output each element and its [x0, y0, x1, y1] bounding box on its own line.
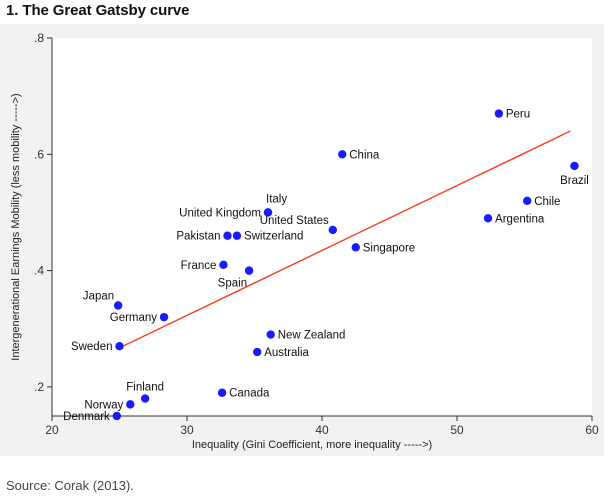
point-new-zealand	[266, 330, 275, 339]
point-finland	[140, 394, 150, 403]
x-axis-title: Inequality (Gini Coefficient, more inequ…	[192, 439, 432, 451]
point-canada	[217, 388, 227, 397]
source-note: Source: Corak (2013).	[6, 478, 134, 493]
point-label-germany: Germany	[110, 312, 158, 324]
point-label-brazil: Brazil	[560, 175, 589, 187]
figure-title: 1. The Great Gatsby curve	[6, 2, 190, 19]
point-label-united-states: United States	[260, 215, 329, 227]
point-label-denmark: Denmark	[63, 411, 110, 423]
x-tick-label: 60	[585, 423, 599, 437]
point-italy	[263, 208, 273, 217]
point-label-new-zealand: New Zealand	[278, 330, 346, 342]
x-tick-label: 40	[315, 423, 329, 437]
plot-area	[52, 38, 592, 416]
point-label-italy: Italy	[266, 193, 287, 205]
x-tick-label: 50	[450, 423, 464, 437]
y-axis-title: Intergenerational Earnings Mobility (les…	[10, 93, 22, 360]
point-label-france: France	[181, 260, 217, 272]
point-label-norway: Norway	[84, 399, 123, 411]
point-united-states	[328, 225, 337, 235]
point-chile	[523, 196, 532, 206]
point-label-chile: Chile	[534, 196, 560, 208]
point-peru	[494, 109, 504, 118]
point-china	[338, 150, 347, 159]
point-brazil	[570, 161, 579, 171]
point-label-united-kingdom: United Kingdom	[179, 207, 261, 219]
y-tick-label: .2	[34, 380, 44, 394]
point-label-peru: Peru	[506, 109, 530, 121]
point-france	[219, 260, 228, 269]
point-denmark	[112, 411, 122, 421]
point-label-sweden: Sweden	[71, 341, 113, 353]
point-pakistan	[223, 231, 232, 240]
y-tick-label: .4	[34, 264, 44, 278]
x-tick-label: 30	[180, 423, 194, 437]
point-label-argentina: Argentina	[495, 213, 545, 225]
x-tick-label: 20	[45, 423, 59, 437]
y-tick-label: .6	[34, 147, 44, 161]
fit-line	[116, 130, 571, 350]
point-switzerland	[232, 231, 242, 240]
point-label-pakistan: Pakistan	[176, 231, 220, 243]
scatter-chart: 20 30 40 50 60 .2 .4 .6 .8 Inequality (Gini Coeff…	[10, 31, 599, 451]
point-label-canada: Canada	[229, 388, 270, 400]
point-sweden	[115, 342, 124, 351]
point-label-finland: Finland	[126, 382, 164, 394]
point-label-china: China	[349, 149, 380, 161]
y-tick-label: .8	[34, 31, 44, 45]
point-label-switzerland: Switzerland	[244, 231, 303, 243]
point-label-singapore: Singapore	[363, 242, 415, 254]
point-singapore	[351, 243, 360, 252]
point-japan	[113, 301, 123, 310]
point-norway	[126, 400, 135, 409]
point-label-spain: Spain	[218, 278, 247, 290]
point-label-japan: Japan	[83, 291, 114, 303]
point-spain	[244, 266, 254, 275]
point-germany	[159, 312, 169, 322]
point-australia	[253, 347, 262, 357]
point-argentina	[483, 214, 493, 223]
point-label-australia: Australia	[264, 347, 309, 359]
